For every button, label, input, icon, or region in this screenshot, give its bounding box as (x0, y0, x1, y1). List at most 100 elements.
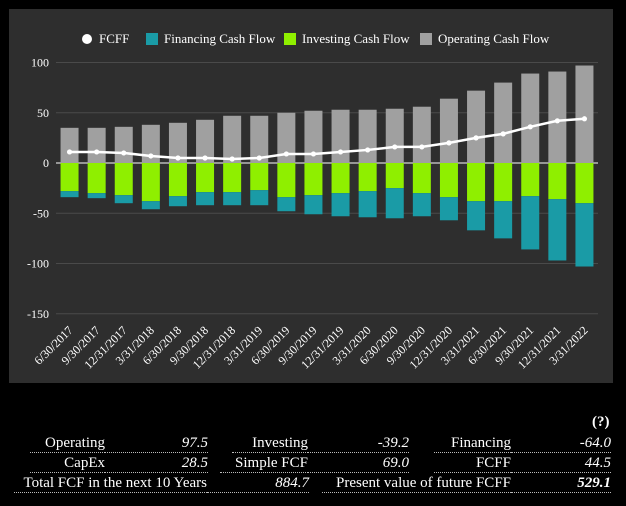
bar-operating (521, 73, 540, 163)
chart-panel: 100 50 0 -50 -100 -150 6/30/2017 9/30/2017 12/31… (9, 9, 613, 383)
bar-investing (87, 163, 106, 194)
bar-operating (168, 122, 187, 163)
fcff-point (310, 151, 317, 157)
legend-fcff-label: FCFF (99, 31, 129, 46)
summary-label-fcff: FCFF (434, 453, 511, 473)
bar-investing (196, 163, 215, 193)
fcff-point (121, 150, 127, 156)
bar-investing (494, 163, 513, 202)
y-tick-label: -150 (27, 307, 49, 321)
bar-financing (114, 195, 133, 204)
summary-value-total-fcf-10y: 884.7 (207, 473, 309, 493)
bar-investing (412, 163, 431, 194)
bar-financing (141, 201, 160, 210)
y-tick-label: 100 (31, 56, 49, 70)
bar-operating (196, 119, 215, 163)
summary-table: (?) Operating 97.5 Investing -39.2 Finan… (0, 410, 626, 506)
fcff-point (66, 149, 73, 155)
bar-financing (250, 190, 269, 206)
bar-operating (60, 127, 79, 163)
bar-investing (467, 163, 486, 202)
bar-operating (250, 115, 269, 163)
bar-investing (250, 163, 269, 191)
fcff-point (473, 135, 479, 141)
cash-flow-chart: 100500-50-100-1506/30/20179/30/201712/31… (27, 31, 598, 372)
bar-operating (141, 124, 160, 163)
bar-financing (439, 197, 458, 221)
bar-operating (331, 109, 350, 163)
bar-investing (168, 163, 187, 197)
legend-investing-cash-flow-swatch (284, 33, 296, 45)
bar-financing (548, 199, 567, 261)
bar-financing (223, 192, 242, 206)
bar-investing (331, 163, 350, 194)
bar-operating (304, 110, 323, 163)
fcff-point (392, 144, 398, 150)
bar-operating (439, 98, 458, 163)
bar-investing (114, 163, 133, 196)
legend-financing-cash-flow-swatch (146, 33, 158, 45)
bar-investing (575, 163, 594, 204)
legend-operating-cash-flow-label: Operating Cash Flow (438, 31, 550, 46)
summary-value-capex: 28.5 (105, 453, 208, 473)
summary-label-investing: Investing (232, 433, 308, 453)
bar-investing (385, 163, 404, 189)
legend-fcff-marker (82, 34, 92, 44)
fcff-point (446, 140, 452, 146)
fcff-point (419, 144, 425, 150)
summary-value-investing: -39.2 (308, 433, 409, 453)
bar-financing (467, 201, 486, 231)
bar-financing (168, 196, 187, 207)
bar-investing (548, 163, 567, 200)
summary-value-fcff: 44.5 (511, 453, 611, 473)
bar-financing (87, 193, 106, 199)
bar-investing (277, 163, 296, 198)
fcff-point (256, 155, 262, 161)
bar-investing (141, 163, 160, 202)
bar-operating (114, 126, 133, 163)
bar-financing (277, 197, 296, 212)
bar-operating (412, 106, 431, 163)
fcff-point (527, 124, 533, 130)
bar-financing (494, 201, 513, 239)
summary-label-total-fcf-10y: Total FCF in the next 10 Years (14, 473, 207, 493)
fcff-point (283, 151, 289, 157)
fcff-point (175, 155, 181, 161)
bar-financing (358, 191, 377, 218)
bar-financing (331, 193, 350, 217)
fcff-point (337, 149, 344, 155)
bar-operating (575, 65, 594, 163)
y-tick-label: 50 (37, 106, 49, 120)
fcff-point (229, 156, 235, 162)
summary-label-present-value-fcff: Present value of future FCFF (322, 473, 511, 493)
summary-label-financing: Financing (434, 433, 511, 453)
fcff-point (148, 153, 154, 159)
fcff-point (365, 147, 371, 153)
bar-investing (304, 163, 323, 196)
bar-operating (494, 82, 513, 163)
fcff-point (94, 149, 100, 155)
bar-operating (277, 112, 296, 163)
summary-value-present-value-fcff: 529.1 (511, 473, 611, 493)
bar-operating (358, 109, 377, 163)
summary-value-financing: -64.0 (511, 433, 611, 453)
bar-financing (385, 188, 404, 219)
legend-financing-cash-flow-label: Financing Cash Flow (164, 31, 276, 46)
fcff-point (500, 131, 506, 137)
legend-investing-cash-flow-label: Investing Cash Flow (302, 31, 410, 46)
summary-label-capex: CapEx (30, 453, 105, 473)
y-tick-label: 0 (43, 156, 49, 170)
bar-financing (521, 196, 540, 250)
fcff-point (554, 118, 560, 124)
fcff-point (581, 116, 588, 122)
summary-value-operating: 97.5 (105, 433, 208, 453)
bar-financing (304, 195, 323, 215)
help-link[interactable]: (?) (592, 414, 610, 430)
bar-operating (467, 90, 486, 163)
bar-investing (358, 163, 377, 192)
fcff-point (202, 155, 208, 161)
bar-operating (385, 108, 404, 163)
summary-label-operating: Operating (30, 433, 105, 453)
bar-operating (223, 115, 242, 163)
y-tick-label: -50 (33, 206, 49, 220)
